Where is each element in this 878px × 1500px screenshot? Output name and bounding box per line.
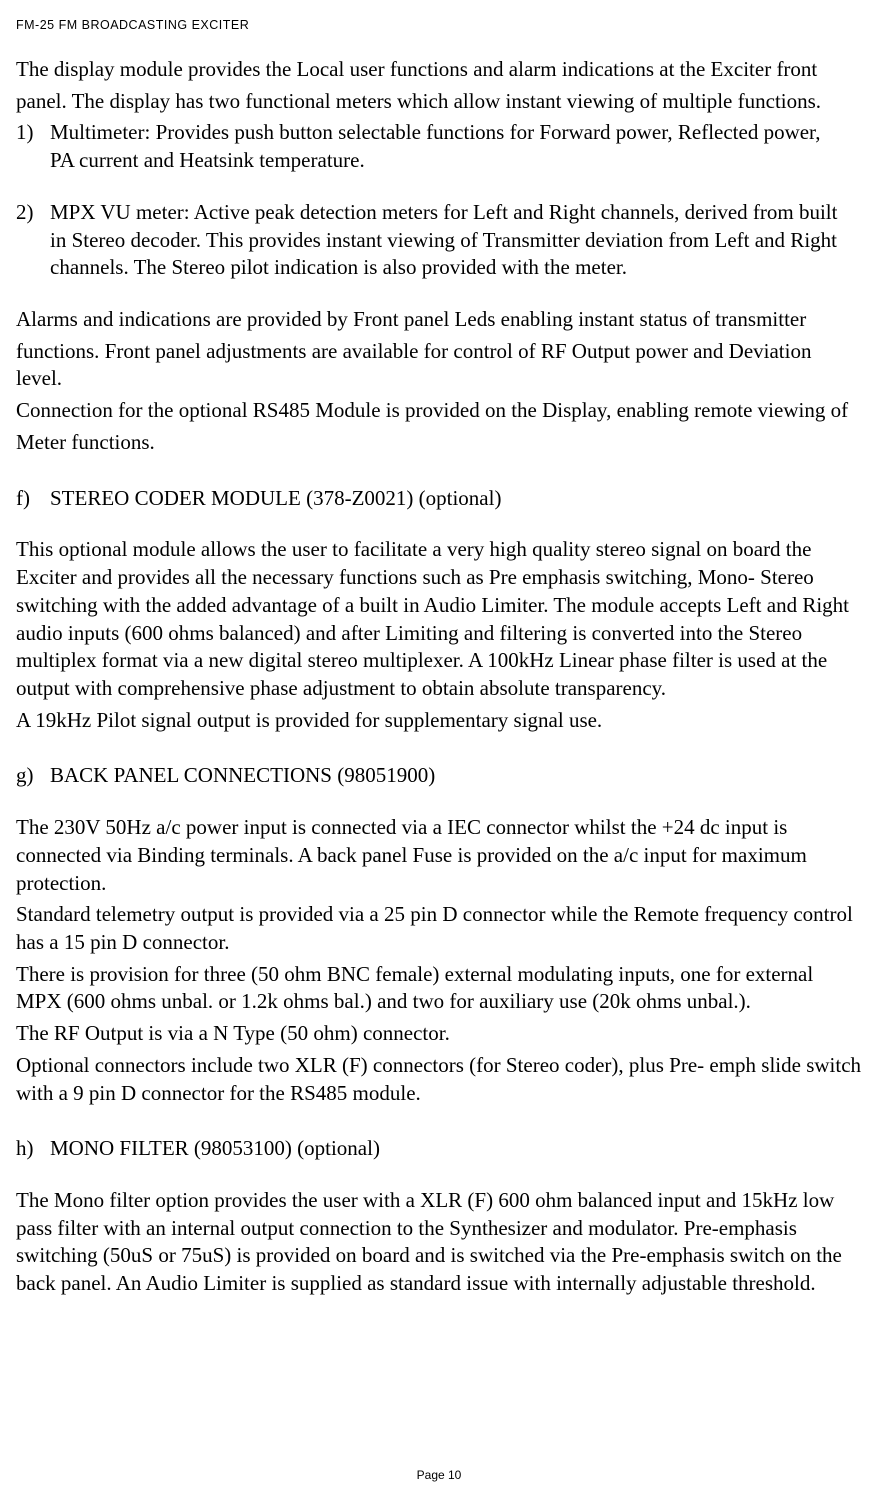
list-continuation: in Stereo decoder. This provides instant… — [16, 227, 862, 255]
alarms-line1: Alarms and indications are provided by F… — [16, 306, 862, 334]
list-number: 1) — [16, 119, 50, 147]
intro-paragraph-line1: The display module provides the Local us… — [16, 56, 862, 84]
section-title: MONO FILTER (98053100) (optional) — [50, 1135, 380, 1163]
section-g-paragraph-2: Standard telemetry output is provided vi… — [16, 901, 862, 956]
spacer — [16, 175, 862, 199]
section-g-paragraph-1: The 230V 50Hz a/c power input is connect… — [16, 814, 862, 897]
spacer — [16, 461, 862, 485]
section-title: BACK PANEL CONNECTIONS (98051900) — [50, 762, 435, 790]
alarms-line4: Meter functions. — [16, 429, 862, 457]
spacer — [16, 1163, 862, 1187]
section-letter: h) — [16, 1135, 50, 1163]
section-letter: f) — [16, 485, 50, 513]
alarms-line2: functions. Front panel adjustments are a… — [16, 338, 862, 393]
list-number: 2) — [16, 199, 50, 227]
list-continuation: channels. The Stereo pilot indication is… — [16, 254, 862, 282]
numbered-item-1: 1) Multimeter: Provides push button sele… — [16, 119, 862, 147]
section-g-paragraph-5: Optional connectors include two XLR (F) … — [16, 1052, 862, 1107]
alarms-line3: Connection for the optional RS485 Module… — [16, 397, 862, 425]
section-g-paragraph-3: There is provision for three (50 ohm BNC… — [16, 961, 862, 1016]
numbered-item-2: 2) MPX VU meter: Active peak detection m… — [16, 199, 862, 227]
list-body: MPX VU meter: Active peak detection mete… — [50, 199, 862, 227]
body-content: The display module provides the Local us… — [16, 56, 862, 1298]
section-title: STEREO CODER MODULE (378-Z0021) (optiona… — [50, 485, 501, 513]
page: FM-25 FM BROADCASTING EXCITER The displa… — [0, 0, 878, 1500]
section-heading-g: g) BACK PANEL CONNECTIONS (98051900) — [16, 762, 862, 790]
intro-paragraph-line2: panel. The display has two functional me… — [16, 88, 862, 116]
section-f-paragraph-2: A 19kHz Pilot signal output is provided … — [16, 707, 862, 735]
section-g-paragraph-4: The RF Output is via a N Type (50 ohm) c… — [16, 1020, 862, 1048]
spacer — [16, 738, 862, 762]
section-h-paragraph-1: The Mono filter option provides the user… — [16, 1187, 862, 1298]
list-body: Multimeter: Provides push button selecta… — [50, 119, 862, 147]
section-f-paragraph-1: This optional module allows the user to … — [16, 536, 862, 702]
spacer — [16, 1111, 862, 1135]
spacer — [16, 790, 862, 814]
spacer — [16, 512, 862, 536]
page-footer: Page 10 — [0, 1468, 878, 1482]
section-letter: g) — [16, 762, 50, 790]
section-heading-h: h) MONO FILTER (98053100) (optional) — [16, 1135, 862, 1163]
spacer — [16, 282, 862, 306]
section-heading-f: f) STEREO CODER MODULE (378-Z0021) (opti… — [16, 485, 862, 513]
list-continuation: PA current and Heatsink temperature. — [16, 147, 862, 175]
page-header: FM-25 FM BROADCASTING EXCITER — [16, 18, 862, 32]
